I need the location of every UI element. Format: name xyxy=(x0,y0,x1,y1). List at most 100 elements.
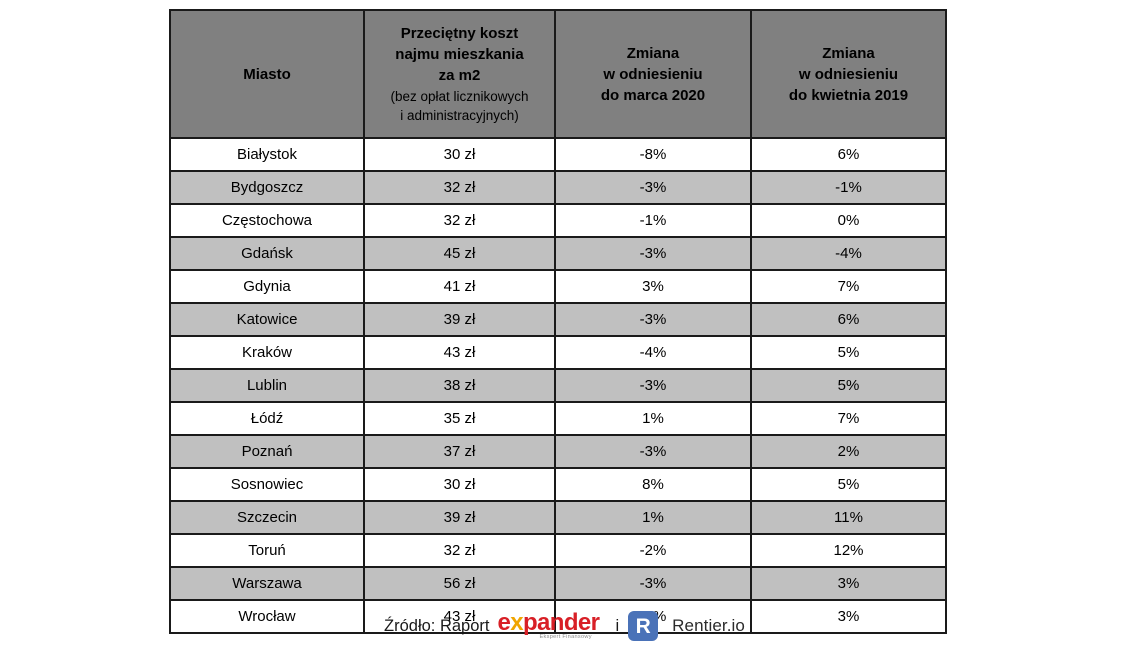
table-header-row: Miasto Przeciętny koszt najmu mieszkania z… xyxy=(169,9,947,139)
table-row: Poznań 37 zł -3% 2% xyxy=(169,434,947,469)
table-cell-change-april-2019: 5% xyxy=(750,467,947,502)
table-cell-city: Sosnowiec xyxy=(169,467,365,502)
table-cell-change-april-2019: 2% xyxy=(750,434,947,469)
table-cell-change-april-2019: 11% xyxy=(750,500,947,535)
table-cell-change-march-2020: 1% xyxy=(554,500,752,535)
table-cell-cost: 32 zł xyxy=(363,170,556,205)
column-header-city-label: Miasto xyxy=(243,65,291,83)
table-cell-change-april-2019: -4% xyxy=(750,236,947,271)
table-cell-change-april-2019: 3% xyxy=(750,566,947,601)
table-header: Miasto Przeciętny koszt najmu mieszkania z… xyxy=(169,9,947,139)
table-cell-change-march-2020: -2% xyxy=(554,533,752,568)
table-cell-change-april-2019: 5% xyxy=(750,368,947,403)
table-cell-change-march-2020: -3% xyxy=(554,236,752,271)
expander-wordmark-part1: e xyxy=(497,609,511,636)
table-cell-city: Bydgoszcz xyxy=(169,170,365,205)
column-header-cost-label: Przeciętny koszt najmu mieszkania za m2 xyxy=(395,25,524,84)
table-cell-change-april-2019: 7% xyxy=(750,269,947,304)
table-cell-city: Warszawa xyxy=(169,566,365,601)
table-cell-cost: 30 zł xyxy=(363,137,556,172)
table-cell-cost: 37 zł xyxy=(363,434,556,469)
column-header-change-march-2020-label: Zmiana w odniesieniu do marca 2020 xyxy=(600,44,706,104)
table-row: Warszawa 56 zł -3% 3% xyxy=(169,566,947,601)
table-cell-cost: 43 zł xyxy=(363,599,556,634)
table-cell-city: Gdańsk xyxy=(169,236,365,271)
source-attribution-inner: Źródło: Raport expander Ekspert Finansow… xyxy=(384,608,745,644)
source-prefix-label: Źródło: Raport xyxy=(384,617,490,635)
table-cell-change-april-2019: 0% xyxy=(750,203,947,238)
table-cell-cost: 39 zł xyxy=(363,500,556,535)
rentier-logo-icon: R xyxy=(628,611,659,641)
table-cell-city: Toruń xyxy=(169,533,365,568)
table-cell-cost: 38 zł xyxy=(363,368,556,403)
table-cell-cost: 41 zł xyxy=(363,269,556,304)
table-cell-change-march-2020: -3% xyxy=(554,302,752,337)
table-row: Bydgoszcz 32 zł -3% -1% xyxy=(169,170,947,205)
table-cell-cost: 30 zł xyxy=(363,467,556,502)
expander-wordmark-x: x xyxy=(510,609,523,636)
table-row: Gdynia 41 zł 3% 7% xyxy=(169,269,947,304)
table-cell-city: Katowice xyxy=(169,302,365,337)
table-cell-change-march-2020: -3% xyxy=(554,368,752,403)
table-cell-change-april-2019: 6% xyxy=(750,137,947,172)
table-cell-change-march-2020: -1% xyxy=(554,203,752,238)
table-row: Gdańsk 45 zł -3% -4% xyxy=(169,236,947,271)
table-cell-change-march-2020: 8% xyxy=(554,467,752,502)
expander-tagline: Ekspert Finansowy xyxy=(539,634,592,640)
table-row: Katowice 39 zł -3% 6% xyxy=(169,302,947,337)
table-cell-change-march-2020: -3% xyxy=(554,566,752,601)
table-row: Łódź 35 zł 1% 7% xyxy=(169,401,947,436)
column-header-cost-sublabel: (bez opłat licznikowych i administracyjny… xyxy=(390,89,529,123)
column-header-change-april-2019: Zmiana w odniesieniu do kwietnia 2019 xyxy=(750,9,947,139)
table-cell-cost: 43 zł xyxy=(363,335,556,370)
table-cell-change-april-2019: -1% xyxy=(750,170,947,205)
column-header-change-march-2020: Zmiana w odniesieniu do marca 2020 xyxy=(554,9,752,139)
table-cell-change-april-2019: 6% xyxy=(750,302,947,337)
source-conjunction-label: i xyxy=(615,617,620,635)
table-cell-cost: 32 zł xyxy=(363,533,556,568)
table-cell-change-march-2020: -4% xyxy=(554,335,752,370)
expander-logo: expander Ekspert Finansowy xyxy=(497,610,605,642)
table-cell-cost: 32 zł xyxy=(363,203,556,238)
table-cell-city: Poznań xyxy=(169,434,365,469)
table-cell-cost: 56 zł xyxy=(363,566,556,601)
table-cell-city: Częstochowa xyxy=(169,203,365,238)
table-cell-cost: 39 zł xyxy=(363,302,556,337)
rentier-logo-letter: R xyxy=(635,614,651,638)
table-row: Kraków 43 zł -4% 5% xyxy=(169,335,947,370)
table-cell-change-march-2020: 1% xyxy=(554,401,752,436)
column-header-cost: Przeciętny koszt najmu mieszkania za m2 (b… xyxy=(363,9,556,139)
table-cell-change-april-2019: 12% xyxy=(750,533,947,568)
table-row: Sosnowiec 30 zł 8% 5% xyxy=(169,467,947,502)
expander-wordmark-part2: pander xyxy=(522,609,600,636)
rent-price-table-container: Miasto Przeciętny koszt najmu mieszkania z… xyxy=(169,9,947,634)
table-cell-city: Wrocław xyxy=(169,599,365,634)
table-cell-cost: 45 zł xyxy=(363,236,556,271)
table-row: Lublin 38 zł -3% 5% xyxy=(169,368,947,403)
column-header-city: Miasto xyxy=(169,9,365,139)
table-row: Szczecin 39 zł 1% 11% xyxy=(169,500,947,535)
table-cell-city: Kraków xyxy=(169,335,365,370)
table-cell-city: Gdynia xyxy=(169,269,365,304)
table-cell-change-march-2020: -3% xyxy=(554,170,752,205)
table-row: Białystok 30 zł -8% 6% xyxy=(169,137,947,172)
column-header-change-april-2019-label: Zmiana w odniesieniu do kwietnia 2019 xyxy=(788,44,909,104)
table-row: Toruń 32 zł -2% 12% xyxy=(169,533,947,568)
table-cell-change-april-2019: 3% xyxy=(750,599,947,634)
table-cell-change-april-2019: 5% xyxy=(750,335,947,370)
table-cell-change-march-2020: -8% xyxy=(554,137,752,172)
rentier-wordmark: Rentier.io xyxy=(672,616,745,635)
table-cell-cost: 35 zł xyxy=(363,401,556,436)
table-body: Białystok 30 zł -8% 6% Bydgoszcz 32 zł -3% -1% C… xyxy=(169,137,947,634)
table-row: Częstochowa 32 zł -1% 0% xyxy=(169,203,947,238)
table-cell-change-march-2020: -3% xyxy=(554,434,752,469)
rent-price-table: Miasto Przeciętny koszt najmu mieszkania z… xyxy=(169,9,947,634)
expander-wordmark: expander xyxy=(497,609,600,636)
table-cell-change-march-2020: 3% xyxy=(554,269,752,304)
source-attribution: Źródło: Raport expander Ekspert Finansow… xyxy=(0,608,1129,654)
table-cell-change-april-2019: 7% xyxy=(750,401,947,436)
table-cell-city: Lublin xyxy=(169,368,365,403)
table-cell-city: Łódź xyxy=(169,401,365,436)
